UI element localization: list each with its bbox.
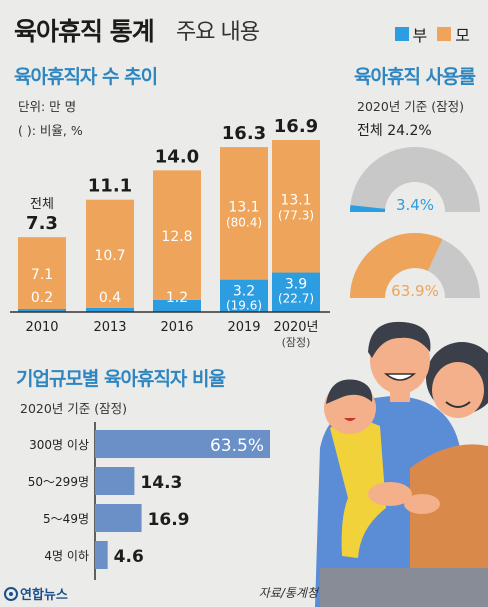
bar-mother-2020년 <box>272 140 320 273</box>
mother-value-2016: 12.8 <box>161 229 192 245</box>
legend-label-mother: 모 <box>455 26 470 45</box>
legend-swatch-father <box>394 27 409 41</box>
bar-mother-2019 <box>220 147 268 280</box>
child-body <box>330 420 386 558</box>
mother-value-2010: 7.1 <box>31 267 53 283</box>
trend-bar-chart: 0.2 7.1 7.3 2010 0.4 10.7 11.1 2013 1.2 12.8 14.0 2… <box>10 116 330 349</box>
category-label-2019: 2019 <box>227 320 260 335</box>
legend: 부 모 <box>394 22 470 46</box>
gauge-label-부: 3.4% <box>396 196 434 214</box>
category-label-2010: 2010 <box>25 320 58 335</box>
mother-smile <box>445 401 471 408</box>
size-value-2: 16.9 <box>148 510 190 530</box>
mother-pct-2019: (80.4) <box>226 215 262 229</box>
usage-gauges: 3.4% 63.9% <box>350 147 480 300</box>
legend-swatch-mother <box>437 27 452 41</box>
category-label-2020년: 2020년 <box>273 320 318 335</box>
trend-chart-title: 육아휴직자 수 추이 <box>14 66 158 88</box>
father-hair <box>368 321 431 358</box>
bar-father-2016 <box>153 299 201 312</box>
usage-rate-title: 육아휴직 사용률 <box>354 66 476 88</box>
page-subtitle: 주요 내용 <box>176 20 260 45</box>
bar-mother-2010 <box>18 237 66 309</box>
brand-icon <box>4 586 18 601</box>
unit-note: 단위: 만 명 <box>18 99 77 114</box>
total-caption: 전체 <box>30 197 54 212</box>
category-label-2016: 2016 <box>160 320 193 335</box>
category-note-2020년: (잠정) <box>282 336 311 349</box>
father-hand <box>368 482 412 506</box>
total-value-2013: 11.1 <box>88 176 132 197</box>
size-category-2: 5～49명 <box>43 512 89 526</box>
usage-basis: 2020년 기준 (잠정) <box>357 99 465 114</box>
size-value-0: 63.5% <box>210 436 264 456</box>
mother-hand <box>404 494 440 514</box>
child-hair <box>326 379 373 404</box>
size-value-3: 4.6 <box>114 547 144 567</box>
father-value-2019: 3.2 <box>233 284 255 300</box>
usage-overall: 전체 24.2% <box>357 123 432 139</box>
size-bar-chart: 300명 이상 63.5% 50～299명 14.3 5～49명 16.9 4명 이하 4.6 <box>28 422 270 580</box>
bar-father-2019 <box>220 279 268 312</box>
family-illustration <box>315 321 488 607</box>
size-bar-2 <box>95 504 142 532</box>
size-basis: 2020년 기준 (잠정) <box>20 401 128 416</box>
size-value-1: 14.3 <box>140 473 182 493</box>
size-category-0: 300명 이상 <box>29 438 89 452</box>
bar-father-2020년 <box>272 272 320 312</box>
size-bar-3 <box>95 541 108 569</box>
father-smile <box>383 373 417 381</box>
size-bar-1 <box>95 467 135 495</box>
father-value-2013: 0.4 <box>99 290 121 306</box>
gauge-fill-부 <box>350 205 386 212</box>
bar-mother-2013 <box>86 199 134 308</box>
father-face <box>370 326 430 394</box>
father-value-2020년: 3.9 <box>285 277 307 293</box>
gauge-label-모: 63.9% <box>391 282 439 300</box>
mother-face <box>432 362 484 418</box>
size-bar-0 <box>95 430 270 458</box>
bar-father-2013 <box>86 307 134 312</box>
mother-body <box>410 444 488 607</box>
mother-pct-2020년: (77.3) <box>278 208 314 222</box>
legend-label-father: 부 <box>412 26 428 45</box>
brand-logo: 연합뉴스 <box>4 584 68 603</box>
source-note: 자료/통계청 <box>258 586 318 600</box>
gauge-track-부 <box>350 147 480 212</box>
paren-note: ( ): 비율, % <box>18 123 83 138</box>
category-label-2013: 2013 <box>93 320 126 335</box>
father-value-2010: 0.2 <box>31 290 53 306</box>
total-value-2020년: 16.9 <box>274 116 318 137</box>
child-mouth <box>344 418 356 421</box>
father-pct-2019: (19.6) <box>226 299 262 313</box>
size-category-3: 4명 이하 <box>44 549 89 563</box>
father-pct-2020년: (22.7) <box>278 292 314 306</box>
total-value-2016: 14.0 <box>155 146 199 167</box>
gauge-fill-모 <box>350 232 443 298</box>
mother-value-2020년: 13.1 <box>280 192 311 208</box>
total-value-2019: 16.3 <box>222 123 266 144</box>
page-title: 육아휴직 통계 <box>14 17 155 46</box>
bar-mother-2016 <box>153 170 201 300</box>
mother-value-2019: 13.1 <box>228 199 259 215</box>
father-value-2016: 1.2 <box>166 290 188 306</box>
total-value-2010: 7.3 <box>26 213 58 234</box>
mother-value-2013: 10.7 <box>94 248 125 264</box>
size-chart-title: 기업규모별 육아휴직자 비율 <box>16 368 226 390</box>
size-category-1: 50～299명 <box>28 475 89 489</box>
bar-father-2010 <box>18 309 66 312</box>
ground <box>320 568 488 607</box>
brand-name: 연합뉴스 <box>20 588 68 603</box>
